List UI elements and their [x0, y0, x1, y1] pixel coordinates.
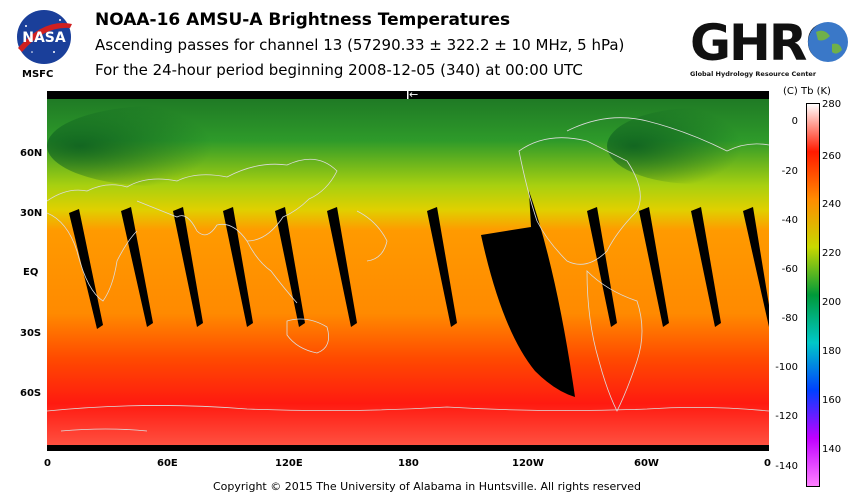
- colorbar-tick-k: 140: [822, 444, 842, 455]
- colorbar-tick-c: -120: [775, 411, 798, 422]
- brightness-temperature-map: ←: [47, 91, 769, 451]
- colorbar-tick-k: 240: [822, 199, 842, 210]
- colorbar-tick-k: 260: [822, 151, 842, 162]
- lat-label-60s: 60S: [20, 388, 42, 399]
- colorbar-tick-c: -20: [781, 166, 798, 177]
- copyright-notice: Copyright © 2015 The University of Alaba…: [212, 480, 642, 493]
- lat-label-eq: EQ: [23, 267, 39, 278]
- colorbar-tick-c: -100: [775, 362, 798, 373]
- lat-label-30n: 30N: [20, 208, 43, 219]
- colorbar-tick-k: 200: [822, 297, 842, 308]
- orbit-gap-swaths: [69, 191, 769, 397]
- nasa-logo-text: NASA: [22, 30, 66, 46]
- lon-label-0-right: 0: [764, 458, 771, 469]
- lon-label-0: 0: [44, 458, 51, 469]
- lat-label-60n: 60N: [20, 148, 43, 159]
- coastlines: [47, 117, 769, 432]
- nasa-logo: NASA: [17, 10, 72, 64]
- lat-label-30s: 30S: [20, 328, 42, 339]
- colorbar-tick-c: 0: [791, 116, 798, 127]
- map-title: NOAA-16 AMSU-A Brightness Temperatures: [95, 10, 511, 30]
- colorbar-tick-c: -80: [781, 313, 798, 324]
- lon-label-60w: 60W: [634, 458, 659, 469]
- lon-label-60e: 60E: [157, 458, 178, 469]
- colorbar-tick-c: -60: [781, 264, 798, 275]
- colorbar: [806, 103, 820, 487]
- colorbar-tick-k: 180: [822, 346, 842, 357]
- colorbar-tick-c: -40: [781, 215, 798, 226]
- colorbar-tick-k: 220: [822, 248, 842, 259]
- colorbar-tick-k: 160: [822, 395, 842, 406]
- colorbar-tick-c: -140: [775, 461, 798, 472]
- colorbar-tick-k: 280: [822, 99, 842, 110]
- ghrc-logo: GHRC Global Hydrology Resource Center: [690, 14, 848, 78]
- ghrc-tagline: Global Hydrology Resource Center: [690, 70, 817, 78]
- colorbar-units: (C) Tb (K): [783, 86, 831, 97]
- period-subtitle: For the 24-hour period beginning 2008-12…: [95, 61, 583, 79]
- lon-label-180: 180: [398, 458, 419, 469]
- channel-subtitle: Ascending passes for channel 13 (57290.3…: [95, 36, 625, 54]
- date-line-marker: ←: [409, 91, 418, 101]
- lon-label-120w: 120W: [512, 458, 544, 469]
- msfc-label: MSFC: [22, 69, 54, 80]
- lon-label-120e: 120E: [275, 458, 303, 469]
